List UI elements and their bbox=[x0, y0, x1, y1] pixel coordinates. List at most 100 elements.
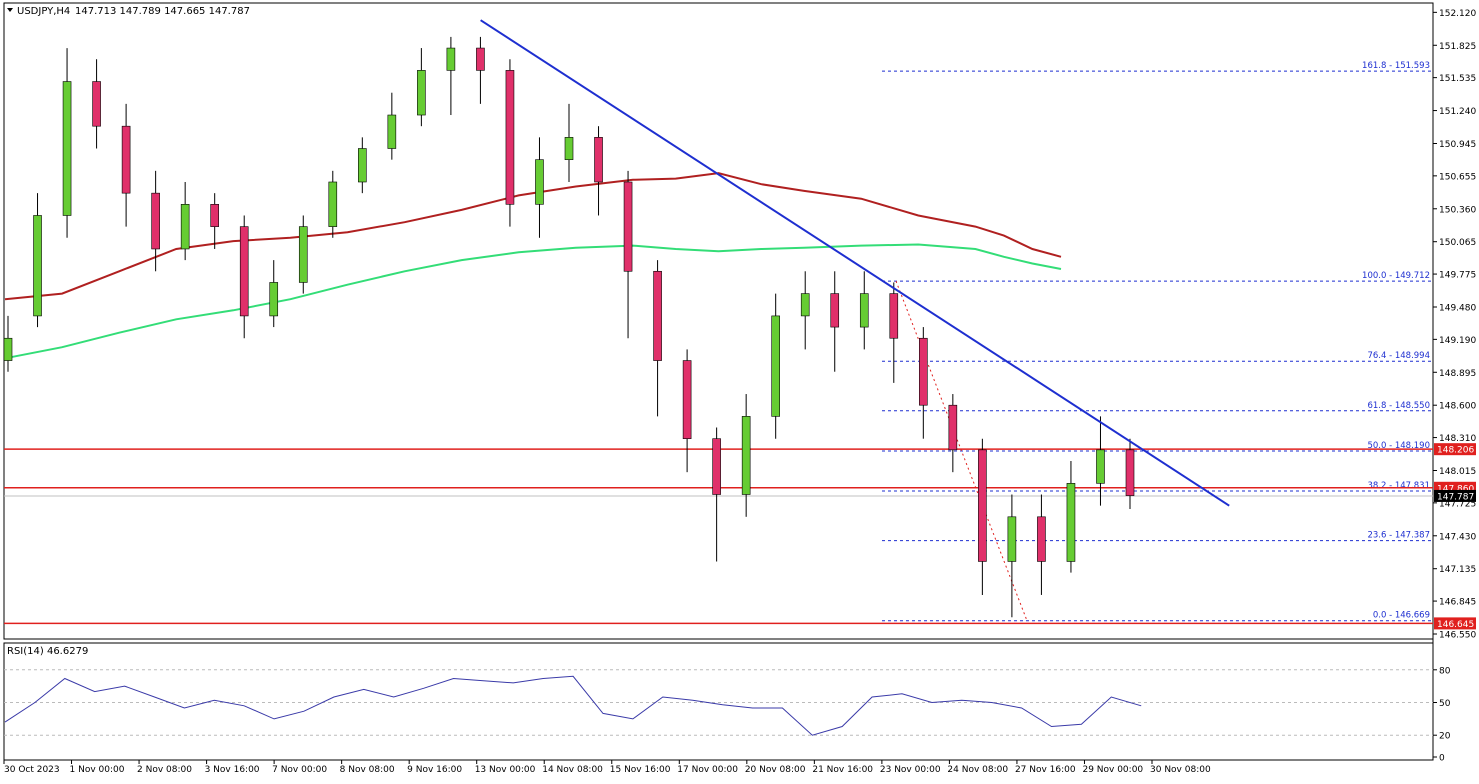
x-tick-label: 30 Nov 08:00 bbox=[1150, 765, 1211, 775]
y-tick-label: 152.120 bbox=[1439, 9, 1476, 19]
y-tick-label: 150.065 bbox=[1439, 238, 1476, 248]
candle-bear bbox=[889, 293, 899, 339]
candle-bear bbox=[92, 81, 101, 127]
ma-green-line bbox=[4, 243, 1062, 360]
y-tick-label: 149.190 bbox=[1439, 336, 1476, 346]
y-tick-label: 149.775 bbox=[1439, 271, 1476, 281]
candle-bull bbox=[859, 293, 869, 328]
y-tick-label: 150.360 bbox=[1439, 205, 1476, 215]
y-tick-label: 147.430 bbox=[1439, 532, 1476, 542]
fib-level-label: 0.0 - 146.669 bbox=[1373, 611, 1430, 621]
candle-bull bbox=[298, 226, 308, 283]
x-tick-label: 20 Nov 08:00 bbox=[745, 765, 806, 775]
x-tick-label: 30 Oct 2023 bbox=[4, 765, 60, 775]
fib-swing-line bbox=[895, 280, 1028, 621]
x-tick-label: 15 Nov 16:00 bbox=[610, 765, 671, 775]
candle-bull bbox=[33, 215, 42, 317]
chart-ohlc: 147.713 147.789 147.665 147.787 bbox=[75, 6, 250, 17]
current-price-label: 147.787 bbox=[1437, 492, 1474, 502]
candle-bear bbox=[948, 404, 958, 451]
candle-bull bbox=[358, 148, 367, 183]
y-tick-label: 151.240 bbox=[1439, 107, 1476, 117]
fib-level-label: 161.8 - 151.593 bbox=[1362, 61, 1430, 71]
x-tick-label: 3 Nov 16:00 bbox=[205, 765, 260, 775]
candle-bear bbox=[682, 360, 692, 439]
candle-bull bbox=[1096, 449, 1105, 484]
x-tick-label: 27 Nov 16:00 bbox=[1015, 765, 1076, 775]
y-tick-label: 148.600 bbox=[1439, 402, 1476, 412]
candle-bear bbox=[623, 181, 633, 272]
candle-bull bbox=[3, 337, 13, 361]
candle-bull bbox=[62, 81, 72, 216]
y-tick-label: 148.310 bbox=[1439, 434, 1476, 444]
candle-bear bbox=[712, 438, 721, 495]
x-tick-label: 24 Nov 08:00 bbox=[947, 765, 1008, 775]
y-tick-label: 150.655 bbox=[1439, 172, 1476, 182]
chart-symbol: USDJPY,H4 bbox=[17, 6, 70, 17]
x-tick-label: 17 Nov 00:00 bbox=[677, 765, 738, 775]
candle-bull bbox=[1007, 516, 1017, 562]
rsi-title: RSI(14) 46.6279 bbox=[7, 646, 88, 657]
x-tick-label: 7 Nov 00:00 bbox=[272, 765, 327, 775]
rsi-y-tick-label: 0 bbox=[1439, 754, 1445, 764]
candle-bear bbox=[653, 270, 662, 361]
ma-red-line bbox=[4, 172, 1062, 301]
candle-bull bbox=[741, 416, 751, 495]
rsi-y-tick-label: 80 bbox=[1439, 666, 1451, 676]
fib-level-label: 23.6 - 147.387 bbox=[1367, 531, 1430, 541]
candle-bear bbox=[978, 449, 987, 562]
price-tag-label: 146.645 bbox=[1437, 620, 1474, 630]
y-tick-label: 150.945 bbox=[1439, 140, 1476, 150]
y-tick-label: 148.015 bbox=[1439, 467, 1476, 477]
x-tick-label: 23 Nov 00:00 bbox=[880, 765, 941, 775]
rsi-y-tick-label: 20 bbox=[1439, 732, 1451, 742]
x-tick-label: 14 Nov 08:00 bbox=[542, 765, 603, 775]
y-tick-label: 146.550 bbox=[1439, 631, 1476, 641]
fib-level-label: 38.2 - 147.831 bbox=[1367, 481, 1430, 491]
candle-bear bbox=[476, 47, 485, 71]
candle-bear bbox=[210, 204, 219, 227]
fib-level-label: 50.0 - 148.190 bbox=[1367, 441, 1430, 451]
y-tick-label: 146.845 bbox=[1439, 598, 1476, 608]
y-tick-label: 149.480 bbox=[1439, 303, 1476, 313]
candle-bull bbox=[446, 47, 456, 71]
x-tick-label: 29 Nov 00:00 bbox=[1082, 765, 1143, 775]
y-tick-label: 151.535 bbox=[1439, 74, 1476, 84]
x-tick-label: 9 Nov 16:00 bbox=[407, 765, 462, 775]
candle-bull bbox=[771, 315, 780, 417]
candle-bull bbox=[535, 159, 544, 205]
candle-bull bbox=[564, 137, 574, 160]
fib-level-label: 61.8 - 148.550 bbox=[1367, 401, 1430, 411]
candle-bear bbox=[594, 137, 603, 183]
bearish-trendline bbox=[480, 19, 1230, 507]
x-tick-label: 13 Nov 00:00 bbox=[475, 765, 536, 775]
candle-bear bbox=[1037, 516, 1046, 562]
price-tag bbox=[1434, 443, 1476, 456]
candle-bear bbox=[239, 226, 249, 317]
candle-bear bbox=[121, 125, 131, 194]
x-tick-label: 2 Nov 08:00 bbox=[137, 765, 192, 775]
candle-bear bbox=[151, 192, 160, 250]
candle-bear bbox=[830, 293, 840, 328]
y-tick-label: 151.825 bbox=[1439, 42, 1476, 52]
fib-level-label: 76.4 - 148.994 bbox=[1367, 351, 1430, 361]
candle-bull bbox=[800, 293, 810, 317]
x-tick-label: 21 Nov 16:00 bbox=[812, 765, 873, 775]
y-tick-label: 147.135 bbox=[1439, 565, 1476, 575]
rsi-y-tick-label: 50 bbox=[1439, 699, 1451, 709]
candle-bear bbox=[1125, 449, 1135, 496]
price-tag bbox=[1434, 617, 1476, 630]
y-tick-label: 147.725 bbox=[1439, 499, 1476, 509]
candle-bull bbox=[180, 204, 190, 250]
candle-bull bbox=[328, 181, 338, 227]
candle-bear bbox=[505, 70, 515, 205]
y-tick-label: 148.895 bbox=[1439, 369, 1476, 379]
x-tick-label: 8 Nov 08:00 bbox=[340, 765, 395, 775]
candle-bull bbox=[387, 114, 397, 149]
candle-bull bbox=[1066, 483, 1076, 562]
x-tick-label: 1 Nov 00:00 bbox=[70, 765, 125, 775]
dropdown-triangle-icon[interactable] bbox=[7, 8, 13, 12]
current-price-tag bbox=[1434, 489, 1476, 502]
